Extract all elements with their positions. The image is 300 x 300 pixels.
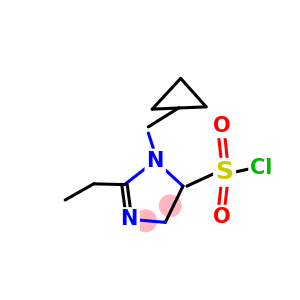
Text: S: S: [216, 160, 234, 184]
Circle shape: [160, 195, 181, 217]
Circle shape: [135, 210, 156, 232]
Text: O: O: [213, 116, 230, 136]
Text: N: N: [147, 151, 164, 171]
Text: O: O: [213, 207, 230, 227]
Text: Cl: Cl: [250, 158, 273, 178]
Text: N: N: [120, 209, 138, 229]
